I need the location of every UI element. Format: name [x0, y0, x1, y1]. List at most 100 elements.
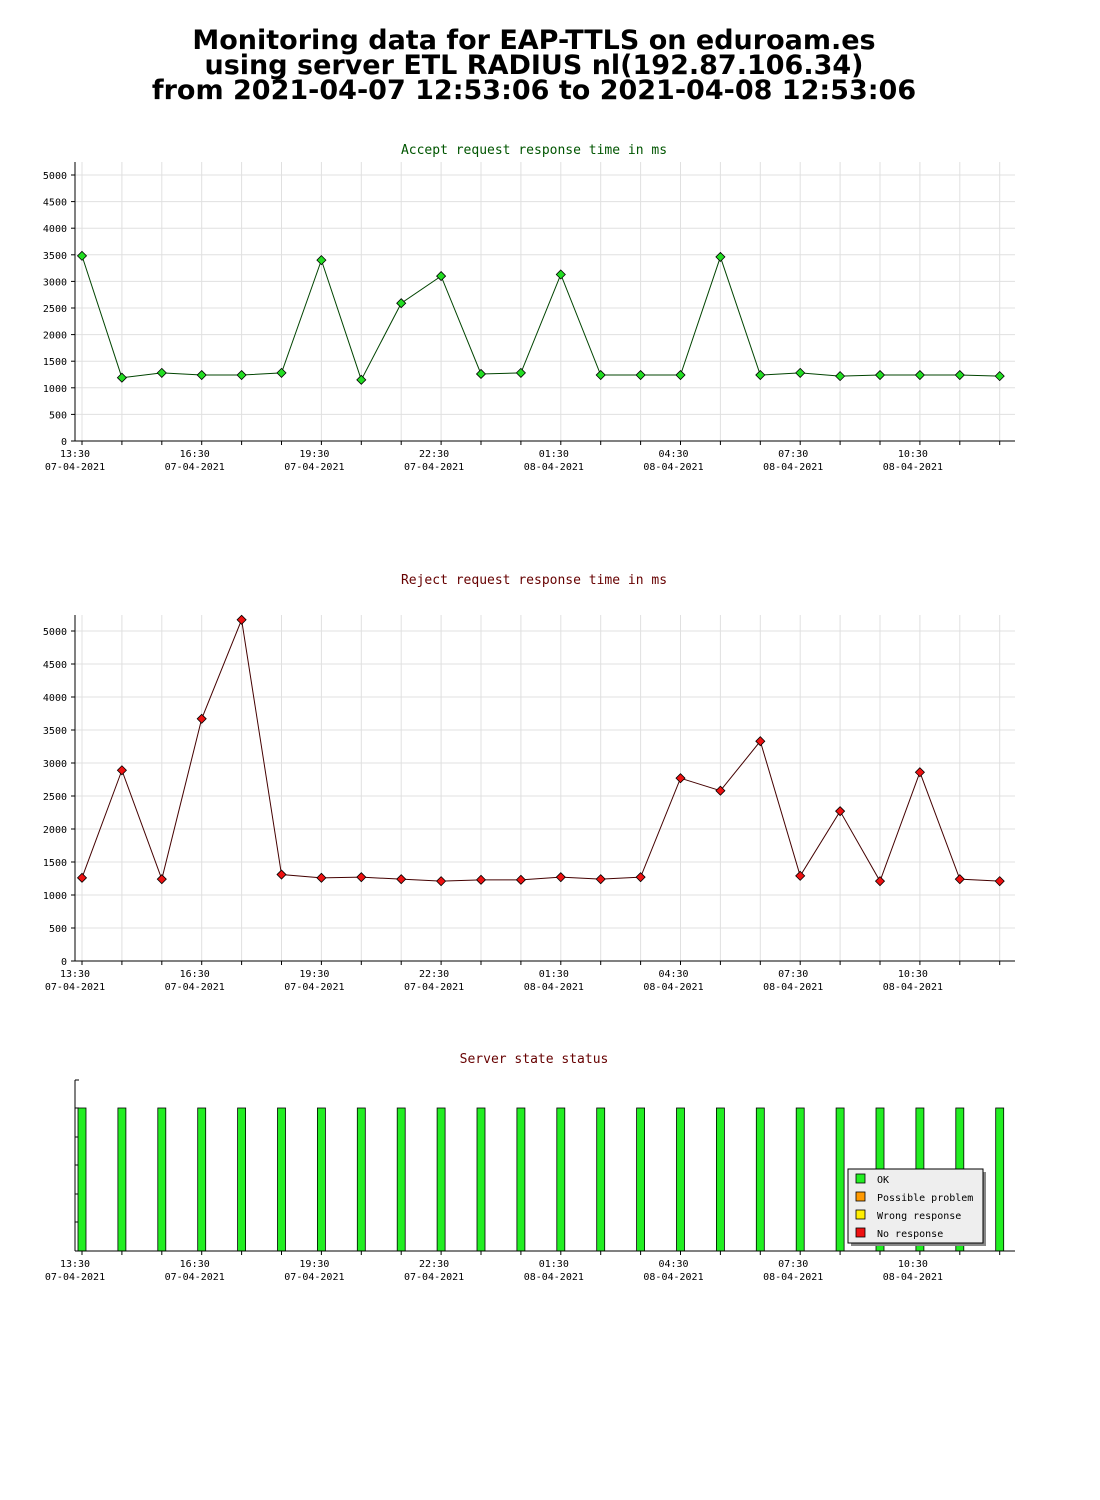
status-bar: [676, 1107, 685, 1252]
status-bar: [77, 1107, 87, 1252]
data-point: [116, 372, 127, 383]
y-tick-label: 5000: [43, 627, 67, 638]
y-tick-label: 4500: [43, 198, 67, 209]
x-tick-time-label: 16:30: [180, 969, 210, 980]
y-tick-label: 3500: [43, 251, 67, 262]
data-point: [715, 251, 726, 262]
x-tick-time-label: 04:30: [658, 449, 688, 460]
data-point: [835, 371, 846, 382]
status-bar: [396, 1107, 406, 1252]
y-tick-label: 4500: [43, 660, 67, 671]
x-tick-date-label: 08-04-2021: [883, 462, 943, 473]
x-tick-date-label: 08-04-2021: [883, 1272, 943, 1283]
data-point: [196, 369, 207, 381]
data-point: [356, 374, 367, 385]
x-tick-date-label: 08-04-2021: [524, 982, 584, 993]
status-bar: [995, 1107, 1005, 1252]
y-tick-label: 2000: [43, 825, 67, 836]
x-tick-date-label: 08-04-2021: [643, 462, 703, 473]
x-tick-time-label: 04:30: [658, 969, 688, 980]
x-tick-date-label: 07-04-2021: [284, 982, 344, 993]
y-tick-label: 4000: [43, 693, 67, 704]
x-tick-date-label: 08-04-2021: [643, 982, 703, 993]
y-tick-label: 3000: [43, 277, 67, 288]
legend-label: Wrong response: [877, 1211, 961, 1222]
data-point: [914, 369, 925, 381]
data-point: [635, 369, 646, 381]
data-point: [436, 271, 447, 282]
x-tick-date-label: 08-04-2021: [524, 462, 584, 473]
status-bar: [157, 1107, 167, 1252]
x-tick-date-label: 08-04-2021: [763, 982, 823, 993]
x-tick-time-label: 16:30: [180, 449, 210, 460]
x-tick-time-label: 22:30: [419, 449, 449, 460]
legend-swatch: [855, 1191, 866, 1202]
status-bar: [356, 1107, 366, 1252]
x-tick-time-label: 10:30: [898, 1259, 928, 1270]
x-tick-date-label: 07-04-2021: [45, 462, 105, 473]
data-point: [276, 869, 287, 880]
data-point: [755, 369, 766, 381]
data-point: [515, 367, 526, 378]
data-point: [555, 872, 566, 883]
data-point: [874, 876, 886, 887]
chart-title: Server state status: [460, 1052, 609, 1067]
data-point: [316, 872, 327, 883]
data-point: [755, 736, 766, 747]
x-tick-date-label: 08-04-2021: [643, 1272, 703, 1283]
data-point: [236, 614, 247, 625]
data-point: [595, 369, 606, 381]
data-point: [994, 876, 1005, 887]
status-bar: [596, 1107, 606, 1252]
x-tick-time-label: 19:30: [299, 449, 329, 460]
y-tick-label: 5000: [43, 171, 67, 182]
x-tick-date-label: 08-04-2021: [883, 982, 943, 993]
x-tick-date-label: 08-04-2021: [524, 1272, 584, 1283]
legend-box: [847, 1168, 984, 1244]
x-tick-time-label: 10:30: [898, 449, 928, 460]
x-tick-time-label: 19:30: [299, 969, 329, 980]
data-point: [635, 872, 646, 883]
legend-swatch: [855, 1227, 866, 1238]
x-tick-date-label: 07-04-2021: [404, 982, 464, 993]
data-point: [715, 785, 726, 796]
data-point: [874, 369, 886, 381]
y-tick-label: 2000: [43, 331, 67, 342]
status-bar: [636, 1107, 645, 1252]
data-point: [795, 870, 806, 881]
data-point: [795, 367, 806, 378]
x-tick-date-label: 08-04-2021: [763, 1272, 823, 1283]
x-tick-time-label: 19:30: [299, 1259, 329, 1270]
y-tick-label: 1500: [43, 858, 67, 869]
chart-title: Accept request response time in ms: [401, 143, 667, 158]
x-tick-date-label: 07-04-2021: [165, 982, 225, 993]
x-tick-time-label: 01:30: [539, 449, 569, 460]
status-bar: [795, 1107, 805, 1252]
series-line: [81, 617, 1000, 883]
x-tick-time-label: 13:30: [60, 449, 90, 460]
series-line: [81, 255, 1000, 382]
x-tick-time-label: 13:30: [60, 969, 90, 980]
x-tick-time-label: 22:30: [419, 969, 449, 980]
x-tick-time-label: 07:30: [778, 1259, 808, 1270]
y-tick-label: 1000: [43, 891, 67, 902]
y-tick-label: 4000: [43, 224, 67, 235]
data-point: [475, 874, 487, 885]
x-tick-date-label: 07-04-2021: [165, 1272, 225, 1283]
data-point: [236, 369, 247, 381]
y-tick-label: 1000: [43, 384, 67, 395]
x-tick-date-label: 07-04-2021: [165, 462, 225, 473]
data-point: [914, 767, 925, 778]
status-bar: [835, 1107, 845, 1252]
x-tick-date-label: 07-04-2021: [284, 1272, 344, 1283]
status-bar: [277, 1107, 286, 1252]
x-tick-time-label: 07:30: [778, 449, 808, 460]
data-point: [675, 369, 686, 381]
x-tick-date-label: 08-04-2021: [763, 462, 823, 473]
status-bar: [476, 1107, 486, 1252]
x-tick-date-label: 07-04-2021: [404, 1272, 464, 1283]
